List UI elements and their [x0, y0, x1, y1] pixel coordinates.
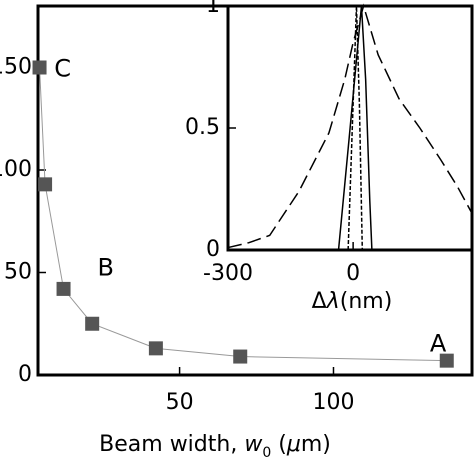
- x-tick-label: 100: [312, 390, 354, 415]
- annotation: B: [97, 253, 113, 281]
- point: [439, 353, 454, 368]
- point: [85, 316, 100, 331]
- x-tick-label: 0: [346, 261, 360, 286]
- label-part: λ: [326, 289, 340, 314]
- y-tick-label: 0.5: [185, 115, 220, 140]
- point: [56, 281, 71, 296]
- annotation: C: [54, 55, 71, 83]
- y-tick-label: 150: [0, 55, 32, 80]
- label-part: Δ: [312, 289, 327, 314]
- y-tick-label: 50: [4, 260, 32, 285]
- series-line: [227, 3, 473, 249]
- label-part: μ: [286, 432, 301, 457]
- point: [148, 341, 163, 356]
- x-tick-label: -300: [203, 261, 253, 286]
- y-tick-label: 100: [0, 157, 32, 182]
- x-axis-label: Δλ(nm): [312, 289, 393, 314]
- y-tick-label: 0: [206, 237, 220, 262]
- point: [32, 60, 47, 75]
- series-line: [337, 5, 373, 251]
- x-axis-label: Beam width, w0 (μm): [99, 432, 331, 461]
- label-part: m): [301, 432, 331, 457]
- y-tick-label: 1: [206, 0, 220, 18]
- x-tick-label: 50: [166, 390, 194, 415]
- label-part: (nm): [340, 289, 393, 314]
- point: [233, 349, 248, 364]
- series-line: [347, 5, 364, 251]
- y-tick-label: 0: [18, 362, 32, 387]
- label-part: 0: [262, 445, 271, 461]
- label-part: Beam width,: [99, 432, 244, 457]
- point: [38, 177, 53, 192]
- label-part: w: [244, 432, 263, 457]
- label-part: (: [271, 432, 287, 457]
- annotation: A: [430, 329, 447, 357]
